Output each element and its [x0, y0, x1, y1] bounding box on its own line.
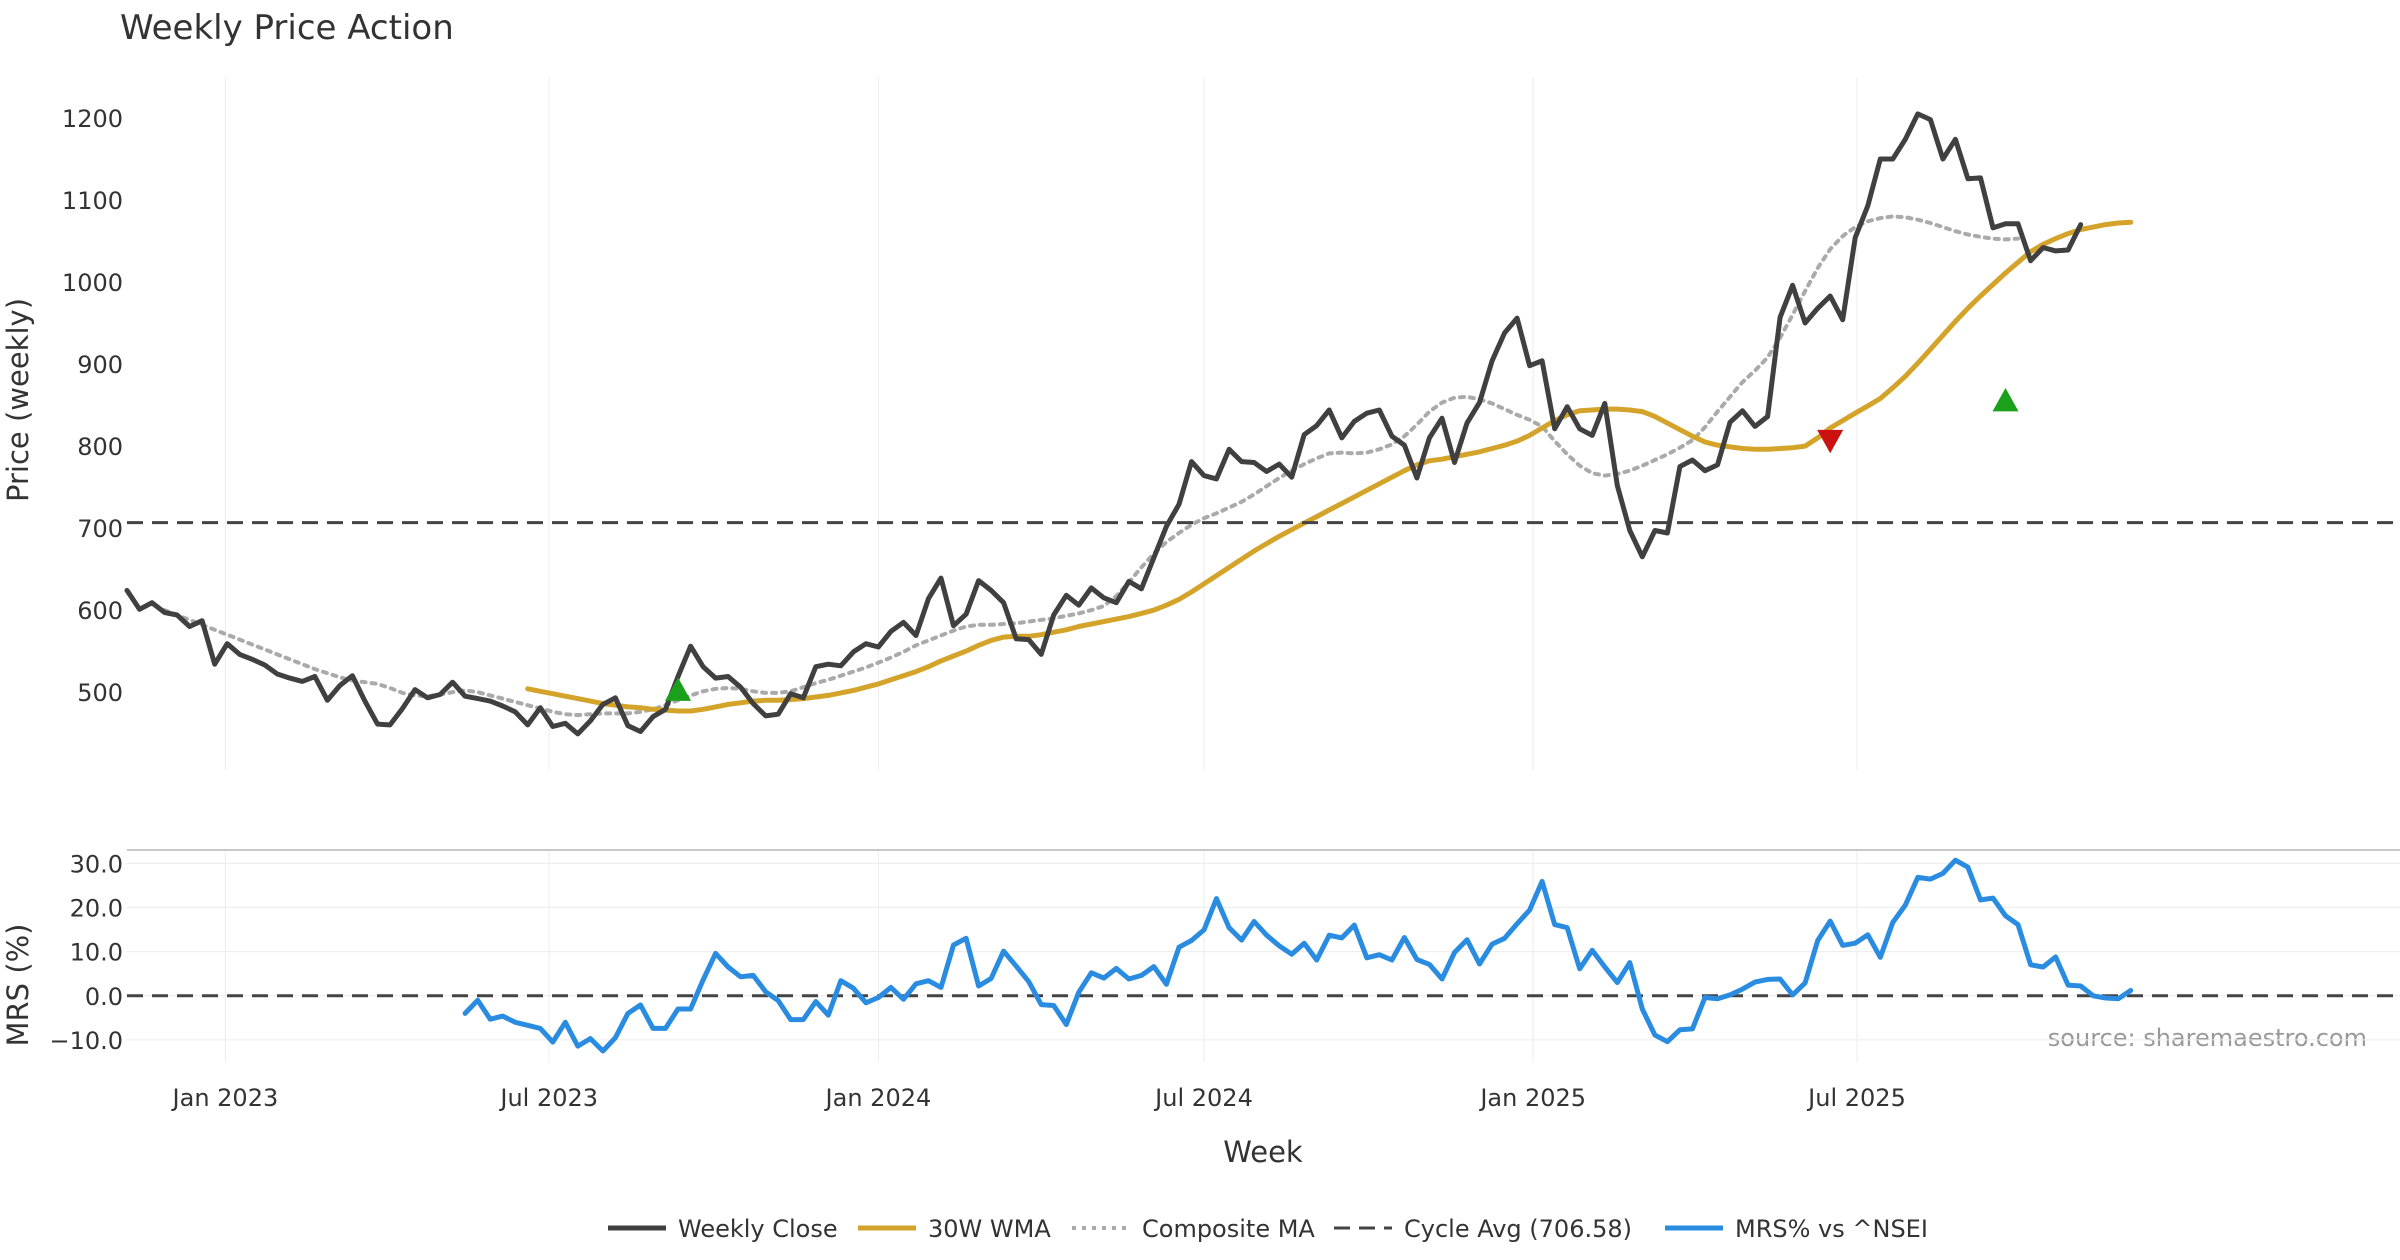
- x-tick-jul-2025: Jul 2025: [1806, 1084, 1906, 1112]
- legend-label-mrs-vs-nsei: MRS% vs ^NSEI: [1735, 1215, 1928, 1243]
- source-note: source: sharemaestro.com: [2048, 1024, 2367, 1052]
- legend-label-cycle-avg-706-58: Cycle Avg (706.58): [1404, 1215, 1632, 1243]
- x-tick-jan-2025: Jan 2025: [1478, 1084, 1586, 1112]
- mrs-y-tick-1: 0.0: [85, 983, 123, 1011]
- price-y-tick-800: 800: [77, 433, 123, 461]
- mrs-y-tick-3: 20.0: [70, 894, 123, 922]
- x-tick-jul-2023: Jul 2023: [498, 1084, 598, 1112]
- mrs-y-tick-0: −10.0: [49, 1027, 123, 1055]
- chart-title: Weekly Price Action: [120, 8, 454, 48]
- x-tick-jan-2024: Jan 2024: [824, 1084, 932, 1112]
- price-y-axis-title: Price (weekly): [1, 298, 35, 502]
- legend-label-30w-wma: 30W WMA: [928, 1215, 1051, 1243]
- composite-ma-line: [162, 214, 2020, 718]
- mrs-y-tick-4: 30.0: [70, 850, 123, 878]
- price-y-tick-1100: 1100: [62, 187, 123, 215]
- x-tick-jan-2023: Jan 2023: [171, 1084, 279, 1112]
- price-y-tick-700: 700: [77, 515, 123, 543]
- mrs-y-axis-title: MRS (%): [1, 924, 35, 1047]
- legend-label-composite-ma: Composite MA: [1142, 1215, 1315, 1243]
- mrs-y-tick-2: 10.0: [70, 939, 123, 967]
- x-tick-jul-2024: Jul 2024: [1153, 1084, 1253, 1112]
- price-y-tick-1000: 1000: [62, 269, 123, 297]
- plot-layer: Jan 2023 Jul 2023 Jan 2024 Jul 2024 Jan 2025…: [49, 77, 2400, 1112]
- buy-signal-marker-3: [1992, 387, 2019, 412]
- legend: Weekly Close 30W WMA Composite MA Cycle Avg…: [608, 1215, 1928, 1243]
- legend-label-weekly-close: Weekly Close: [678, 1215, 838, 1243]
- sell-signal-marker-2: [1817, 429, 1844, 454]
- price-y-tick-900: 900: [77, 351, 123, 379]
- price-y-tick-1200: 1200: [62, 105, 123, 133]
- price-y-tick-600: 600: [77, 597, 123, 625]
- price-y-tick-500: 500: [77, 679, 123, 707]
- mrs-line: [462, 857, 2134, 1054]
- weekly-close-line: [124, 111, 2084, 737]
- wma-30w-line: [525, 219, 2134, 714]
- x-axis-title: Week: [1223, 1135, 1303, 1169]
- buy-signal-marker-1: [665, 677, 692, 701]
